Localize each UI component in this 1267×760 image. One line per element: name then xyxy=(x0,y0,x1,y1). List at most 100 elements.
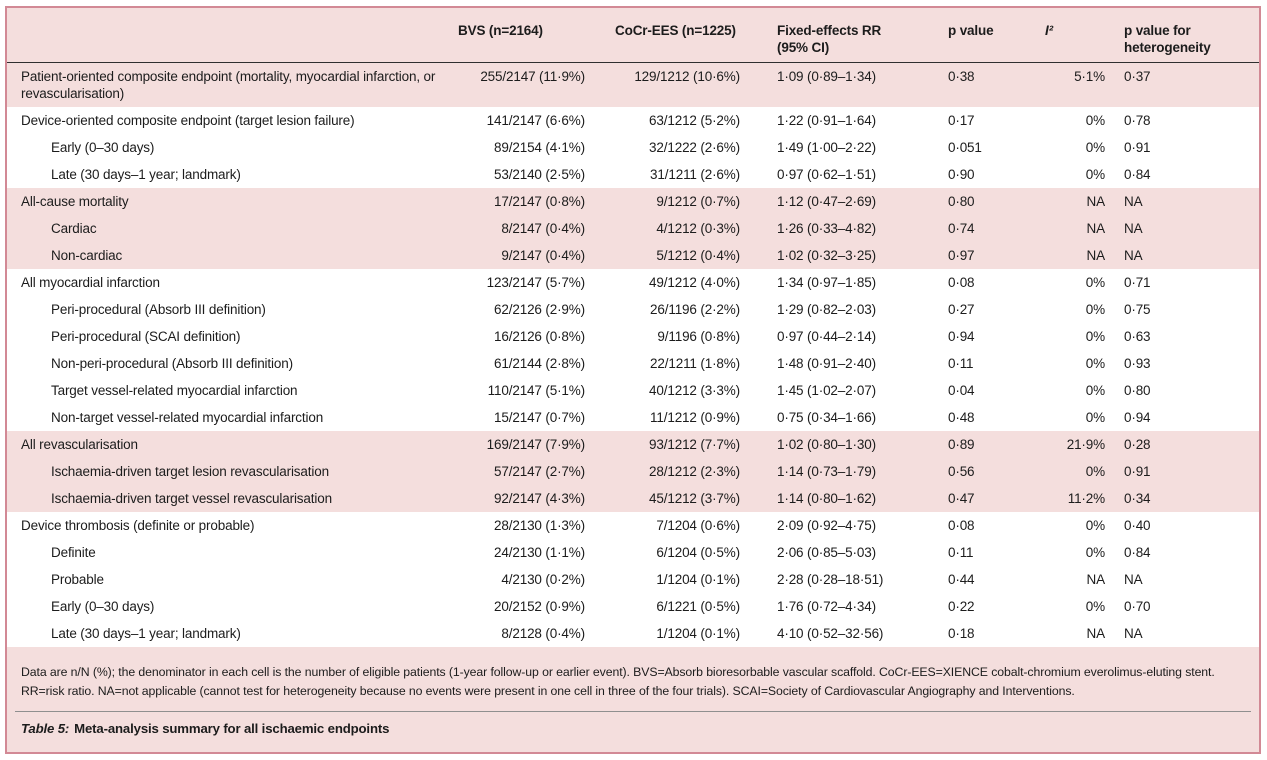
p-value-heterogeneity: NA xyxy=(1124,572,1143,587)
endpoint-label: Early (0–30 days) xyxy=(51,140,155,155)
table-row: All revascularisation 169/2147 (7·9%) 93… xyxy=(7,431,1259,458)
column-header-endpoint xyxy=(7,8,450,63)
column-header-bvs: BVS (n=2164) xyxy=(450,8,587,63)
table-row: Target vessel-related myocardial infarct… xyxy=(7,377,1259,404)
bvs-value: 62/2126 (2·9%) xyxy=(494,302,585,317)
p-value-heterogeneity: 0·75 xyxy=(1124,302,1151,317)
p-value: 0·97 xyxy=(948,248,975,263)
fixed-effects-rr-value: 1·48 (0·91–2·40) xyxy=(777,356,876,371)
table-row: Peri-procedural (SCAI definition) 16/212… xyxy=(7,323,1259,350)
column-header-fixed-effects-rr: Fixed-effects RR (95% CI) xyxy=(742,8,938,63)
table-caption-number: Table 5: xyxy=(21,721,70,736)
p-value: 0·051 xyxy=(948,140,982,155)
fixed-effects-rr-value: 0·97 (0·62–1·51) xyxy=(777,167,876,182)
p-value-heterogeneity: 0·93 xyxy=(1124,356,1151,371)
i-squared-value: 0% xyxy=(1085,410,1105,425)
i-squared-value: 0% xyxy=(1085,329,1105,344)
meta-analysis-table: BVS (n=2164) CoCr-EES (n=1225) Fixed-eff… xyxy=(7,8,1259,647)
cocr-ees-value: 11/1212 (0·9%) xyxy=(650,410,740,425)
table-row: Peri-procedural (Absorb III definition) … xyxy=(7,296,1259,323)
table-row: Early (0–30 days) 89/2154 (4·1%) 32/1222… xyxy=(7,134,1259,161)
bvs-value: 110/2147 (5·1%) xyxy=(487,383,585,398)
i-squared-value: NA xyxy=(1086,248,1106,263)
i-squared-value: 11·2% xyxy=(1067,491,1105,506)
cocr-ees-value: 63/1212 (5·2%) xyxy=(649,113,740,128)
cocr-ees-value: 9/1212 (0·7%) xyxy=(656,194,740,209)
bvs-value: 57/2147 (2·7%) xyxy=(494,464,585,479)
p-value: 0·17 xyxy=(948,113,975,128)
fixed-effects-rr-value: 1·09 (0·89–1·34) xyxy=(777,69,876,84)
fixed-effects-rr-value: 1·45 (1·02–2·07) xyxy=(777,383,876,398)
p-value: 0·74 xyxy=(948,221,975,236)
endpoint-label: Device thrombosis (definite or probable) xyxy=(21,518,255,533)
p-value-heterogeneity: 0·84 xyxy=(1124,545,1151,560)
bvs-value: 20/2152 (0·9%) xyxy=(494,599,585,614)
table-row: Device-oriented composite endpoint (targ… xyxy=(7,107,1259,134)
column-header-i-squared: I² xyxy=(1036,8,1106,63)
endpoint-label: Ischaemia-driven target vessel revascula… xyxy=(51,491,332,506)
fixed-effects-rr-value: 1·02 (0·32–3·25) xyxy=(777,248,876,263)
i-squared-value: NA xyxy=(1086,194,1106,209)
table-header: BVS (n=2164) CoCr-EES (n=1225) Fixed-eff… xyxy=(7,8,1259,63)
bvs-value: 141/2147 (6·6%) xyxy=(486,113,585,128)
bvs-value: 17/2147 (0·8%) xyxy=(494,194,585,209)
p-value-heterogeneity: 0·40 xyxy=(1124,518,1151,533)
fixed-effects-rr-value: 1·02 (0·80–1·30) xyxy=(777,437,876,452)
fixed-effects-rr-value: 1·34 (0·97–1·85) xyxy=(777,275,876,290)
bvs-value: 169/2147 (7·9%) xyxy=(486,437,585,452)
i-squared-value: 0% xyxy=(1085,140,1105,155)
p-value-heterogeneity: 0·78 xyxy=(1124,113,1151,128)
column-header-cocr-ees: CoCr-EES (n=1225) xyxy=(587,8,742,63)
endpoint-label: Target vessel-related myocardial infarct… xyxy=(51,383,298,398)
cocr-ees-value: 31/1211 (2·6%) xyxy=(650,167,740,182)
fixed-effects-rr-value: 1·26 (0·33–4·82) xyxy=(777,221,876,236)
table-row: Late (30 days–1 year; landmark) 8/2128 (… xyxy=(7,620,1259,647)
bvs-value: 92/2147 (4·3%) xyxy=(494,491,585,506)
p-value-heterogeneity: NA xyxy=(1124,221,1143,236)
fixed-effects-rr-value: 1·76 (0·72–4·34) xyxy=(777,599,876,614)
i-squared-value: 0% xyxy=(1085,356,1105,371)
bvs-value: 89/2154 (4·1%) xyxy=(494,140,585,155)
bvs-value: 61/2144 (2·8%) xyxy=(494,356,585,371)
fixed-effects-rr-value: 1·14 (0·73–1·79) xyxy=(777,464,876,479)
table-row: All-cause mortality 17/2147 (0·8%) 9/121… xyxy=(7,188,1259,215)
cocr-ees-value: 22/1211 (1·8%) xyxy=(650,356,740,371)
meta-analysis-table-card: BVS (n=2164) CoCr-EES (n=1225) Fixed-eff… xyxy=(5,6,1261,754)
cocr-ees-value: 6/1204 (0·5%) xyxy=(656,545,740,560)
table-row: Non-peri-procedural (Absorb III definiti… xyxy=(7,350,1259,377)
table-footnote: Data are n/N (%); the denominator in eac… xyxy=(21,665,1215,698)
cocr-ees-value: 1/1204 (0·1%) xyxy=(656,626,740,641)
p-value-heterogeneity: 0·63 xyxy=(1124,329,1151,344)
i-squared-value: 0% xyxy=(1085,167,1105,182)
fixed-effects-rr-value: 1·49 (1·00–2·22) xyxy=(777,140,876,155)
bvs-value: 28/2130 (1·3%) xyxy=(494,518,585,533)
fixed-effects-rr-value: 1·22 (0·91–1·64) xyxy=(777,113,876,128)
cocr-ees-value: 129/1212 (10·6%) xyxy=(634,69,740,84)
p-value: 0·04 xyxy=(948,383,975,398)
table-row: Non-target vessel-related myocardial inf… xyxy=(7,404,1259,431)
endpoint-label: Non-target vessel-related myocardial inf… xyxy=(51,410,324,425)
table-row: Cardiac 8/2147 (0·4%) 4/1212 (0·3%) 1·26… xyxy=(7,215,1259,242)
endpoint-label: Cardiac xyxy=(51,221,97,236)
fixed-effects-rr-value: 1·12 (0·47–2·69) xyxy=(777,194,876,209)
p-value-heterogeneity: 0·37 xyxy=(1124,69,1151,84)
endpoint-label: Definite xyxy=(51,545,96,560)
endpoint-label: Ischaemia-driven target lesion revascula… xyxy=(51,464,329,479)
table-caption-title: Meta-analysis summary for all ischaemic … xyxy=(74,721,390,736)
cocr-ees-value: 4/1212 (0·3%) xyxy=(656,221,740,236)
i-squared-value: NA xyxy=(1086,572,1106,587)
table-body: Patient-oriented composite endpoint (mor… xyxy=(7,63,1259,647)
bvs-value: 8/2147 (0·4%) xyxy=(501,221,585,236)
i-squared-value: 0% xyxy=(1085,464,1105,479)
bvs-value: 4/2130 (0·2%) xyxy=(501,572,585,587)
i-squared-value: 0% xyxy=(1085,113,1105,128)
i-squared-value: 0% xyxy=(1085,302,1105,317)
table-row: Ischaemia-driven target lesion revascula… xyxy=(7,458,1259,485)
i-squared-value: 0% xyxy=(1085,275,1105,290)
endpoint-label: Peri-procedural (Absorb III definition) xyxy=(51,302,266,317)
endpoint-label: Peri-procedural (SCAI definition) xyxy=(51,329,241,344)
p-value: 0·44 xyxy=(948,572,975,587)
fixed-effects-rr-value: 4·10 (0·52–32·56) xyxy=(777,626,884,641)
i-squared-value: 21·9% xyxy=(1066,437,1105,452)
endpoint-label: Probable xyxy=(51,572,104,587)
